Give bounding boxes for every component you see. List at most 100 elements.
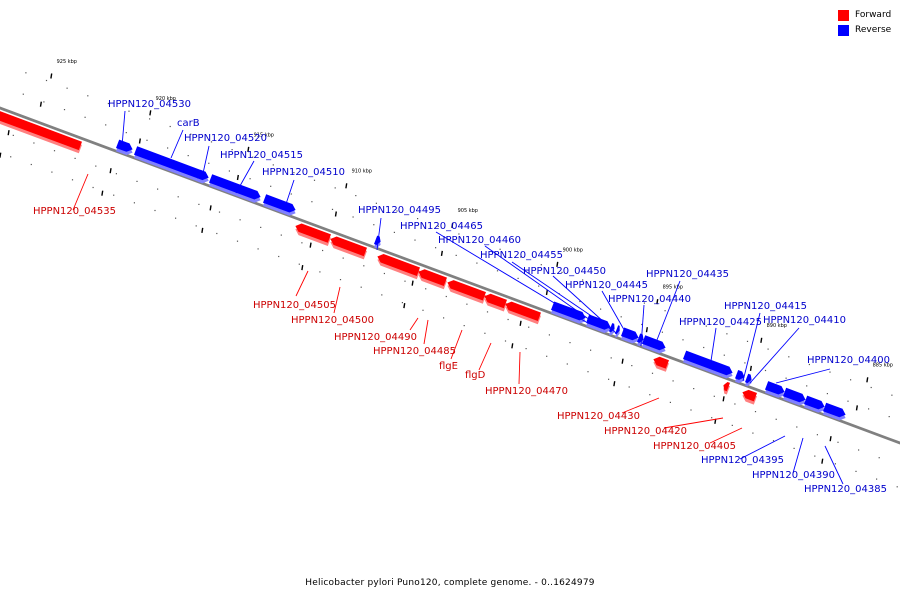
gene-label[interactable]: HPPN120_04500	[291, 315, 374, 326]
gene-label[interactable]: HPPN120_04425	[679, 317, 762, 328]
gene-arrow[interactable]	[263, 194, 296, 213]
gene-arrow[interactable]	[823, 402, 846, 418]
gene-arrow[interactable]	[804, 395, 825, 410]
gene-arrow[interactable]	[765, 381, 785, 395]
gene-label[interactable]: HPPN120_04410	[763, 315, 846, 326]
gene-HPPN120_04440[interactable]	[637, 333, 644, 347]
gene-arrow[interactable]	[683, 350, 733, 376]
gene-label[interactable]: HPPN120_04415	[724, 301, 807, 312]
gene-HPPN120_04515[interactable]	[209, 174, 261, 203]
gene-label[interactable]: HPPN120_04420	[604, 426, 687, 437]
gene-arrow[interactable]	[377, 254, 420, 276]
gene-arrow[interactable]	[735, 370, 745, 380]
gene-HPPN120_04450[interactable]	[615, 325, 620, 338]
gene-arrow[interactable]	[615, 325, 620, 335]
gene-HPPN120_04430[interactable]	[653, 356, 669, 372]
gene-HPPN120_04505[interactable]	[295, 223, 331, 247]
gene-label[interactable]: HPPN120_04385	[804, 484, 887, 495]
gene-label[interactable]: HPPN120_04405	[653, 441, 736, 452]
gene-label[interactable]: HPPN120_04455	[480, 250, 563, 261]
gene-label[interactable]: HPPN120_04530	[108, 99, 191, 110]
gene-label[interactable]: HPPN120_04470	[485, 386, 568, 397]
gene-arrow[interactable]	[116, 139, 133, 152]
gene-arrow[interactable]	[209, 174, 261, 200]
gene-HPPN120_04410[interactable]	[745, 373, 752, 387]
gene-label[interactable]: HPPN120_04535	[33, 206, 116, 217]
gene-label[interactable]: carB	[177, 118, 200, 129]
gene-HPPN120_04490[interactable]	[377, 254, 420, 280]
gene-HPPN120_04530[interactable]	[116, 139, 133, 155]
gene-label[interactable]: HPPN120_04490	[334, 332, 417, 343]
gene-label[interactable]: HPPN120_04395	[701, 455, 784, 466]
gene-label[interactable]: HPPN120_04390	[752, 470, 835, 481]
gene-label[interactable]: HPPN120_04495	[358, 205, 441, 216]
gene-HPPN120_04395[interactable]	[783, 387, 806, 406]
tick-dash	[247, 146, 250, 153]
gene-label[interactable]: HPPN120_04505	[253, 300, 336, 311]
gene-label[interactable]: HPPN120_04465	[400, 221, 483, 232]
gene-arrow[interactable]	[742, 389, 757, 402]
gene-arrow[interactable]	[484, 293, 507, 309]
scale-dot	[587, 371, 589, 373]
gene-arrow[interactable]	[447, 280, 486, 301]
gene-label[interactable]: HPPN120_04430	[557, 411, 640, 422]
gene-HPPN120_04500[interactable]	[330, 236, 367, 260]
gene-label[interactable]: flgD	[465, 370, 486, 381]
tick-dash	[403, 302, 406, 309]
gene-HPPN120_04390[interactable]	[804, 395, 825, 413]
gene-HPPN120_04385[interactable]	[823, 402, 846, 421]
scale-dot	[218, 211, 221, 213]
gene-arrow[interactable]	[621, 327, 639, 341]
tick-dash	[545, 289, 548, 296]
scale-dot	[249, 178, 251, 180]
scale-dot	[793, 447, 795, 449]
gene-HPPN120_04535[interactable]	[0, 109, 82, 154]
gene-HPPN120_04420[interactable]	[723, 382, 730, 395]
gene-arrow[interactable]	[295, 223, 331, 243]
gene-arrow[interactable]	[586, 314, 611, 330]
gene-label[interactable]: HPPN120_04460	[438, 235, 521, 246]
legend-reverse: Reverse	[838, 23, 891, 37]
gene-HPPN120_04435[interactable]	[642, 335, 666, 354]
gene-flgD[interactable]	[484, 293, 507, 312]
gene-arrow[interactable]	[783, 387, 806, 403]
gene-arrow[interactable]	[653, 356, 669, 369]
scale-dot	[643, 302, 645, 304]
gene-arrow[interactable]	[134, 146, 209, 181]
gene-HPPN120_04425[interactable]	[683, 350, 733, 379]
gene-HPPN120_04485[interactable]	[418, 269, 447, 290]
gene-HPPN120_04510[interactable]	[263, 194, 296, 216]
gene-HPPN120_04445[interactable]	[621, 327, 639, 344]
scale-dot	[623, 294, 625, 296]
scale-dot	[105, 124, 107, 126]
gene-HPPN120_04405[interactable]	[742, 389, 757, 405]
scale-dot	[154, 209, 156, 212]
gene-label[interactable]: HPPN120_04450	[523, 266, 606, 277]
gene-arrow[interactable]	[723, 382, 730, 392]
gene-arrow[interactable]	[0, 109, 82, 151]
gene-carB[interactable]	[134, 146, 209, 184]
gene-label[interactable]: HPPN120_04515	[220, 150, 303, 161]
gene-label[interactable]: flgE	[439, 361, 458, 372]
gene-label[interactable]: HPPN120_04485	[373, 346, 456, 357]
gene-flgE[interactable]	[447, 280, 486, 304]
gene-arrow[interactable]	[642, 335, 666, 351]
gene-arrow[interactable]	[330, 236, 367, 257]
gene-HPPN120_04400[interactable]	[765, 381, 785, 398]
scale-dot	[744, 362, 746, 364]
gene-leader-line	[484, 245, 601, 328]
scale-dot	[734, 403, 736, 405]
gene-label[interactable]: HPPN120_04400	[807, 355, 890, 366]
scale-dot	[401, 302, 403, 304]
gene-label[interactable]: HPPN120_04520	[184, 133, 267, 144]
gene-HPPN120_04415[interactable]	[735, 370, 745, 384]
gene-arrow[interactable]	[505, 301, 541, 321]
gene-arrow[interactable]	[745, 373, 752, 384]
gene-label[interactable]: HPPN120_04510	[262, 167, 345, 178]
kbp-tick-label: 925 kbp	[57, 59, 77, 65]
gene-label[interactable]: HPPN120_04440	[608, 294, 691, 305]
gene-HPPN120_04470[interactable]	[505, 301, 541, 325]
gene-label[interactable]: HPPN120_04435	[646, 269, 729, 280]
gene-label[interactable]: HPPN120_04445	[565, 280, 648, 291]
gene-arrow[interactable]	[418, 269, 447, 286]
